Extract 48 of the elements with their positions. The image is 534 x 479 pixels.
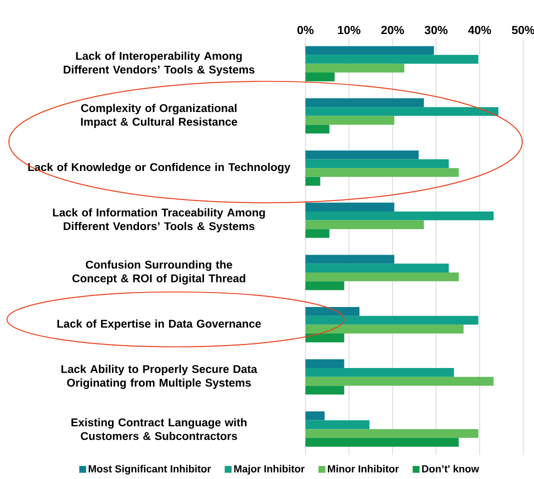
bar: [305, 307, 360, 316]
legend-label: Major Inhibitor: [234, 464, 305, 474]
bar: [305, 272, 459, 282]
y-tick-label: Existing Contract Language with Customers & Subcontractors: [71, 418, 246, 440]
bar: [305, 150, 419, 160]
x-tick-label: 0%: [297, 26, 314, 34]
bar: [305, 264, 449, 272]
bar: [305, 159, 449, 168]
bar: [305, 64, 404, 73]
y-tick-label: Lack Ability to Properly Secure Data Originating from Multiple Systems: [61, 364, 258, 389]
x-tick-label: 10%: [338, 26, 360, 34]
x-tick-label: 30%: [424, 26, 448, 34]
bar: [305, 324, 464, 334]
y-tick-label: Lack of Information Traceability Among Different Vendors’ Tools & Systems: [53, 208, 265, 232]
bar: [305, 98, 424, 108]
bar: [305, 168, 459, 177]
x-tick-label: 20%: [381, 26, 404, 34]
legend-label: Minor Inhibitor: [328, 464, 399, 472]
bar: [305, 420, 370, 430]
y-tick-label: Lack of Interoperability Among Different Vendors’ Tools & Systems: [64, 52, 254, 76]
x-tick-label: 40%: [468, 26, 492, 34]
y-tick-label: Confusion Surrounding the Concept & ROI of Digital Thread: [72, 260, 246, 285]
bar: [305, 116, 394, 125]
bar: [305, 211, 494, 220]
bar: [305, 376, 494, 386]
bar: [305, 333, 344, 342]
bar: [305, 72, 335, 82]
y-tick-label: Lack of Expertise in Data Governance: [57, 319, 261, 330]
bar: [305, 316, 478, 325]
legend-label: Don’t' know: [422, 464, 480, 472]
y-tick-label: Complexity of Organizational Impact & Cultural Resistance: [81, 104, 238, 128]
bar: [305, 202, 394, 212]
bar: [305, 220, 424, 230]
bar: [305, 368, 454, 377]
bar: [305, 124, 330, 134]
bar: [305, 359, 344, 368]
bar: [305, 254, 394, 264]
bar: [305, 411, 325, 420]
bar: [305, 386, 344, 394]
bar: [305, 438, 459, 447]
bar: [305, 176, 320, 186]
legend-label: Most Significant Inhibitor: [88, 464, 211, 474]
bar: [305, 107, 498, 116]
bar: [305, 54, 478, 64]
bar: [305, 46, 434, 55]
bar: [305, 429, 478, 438]
bar: [305, 281, 344, 290]
bar: [305, 229, 330, 238]
